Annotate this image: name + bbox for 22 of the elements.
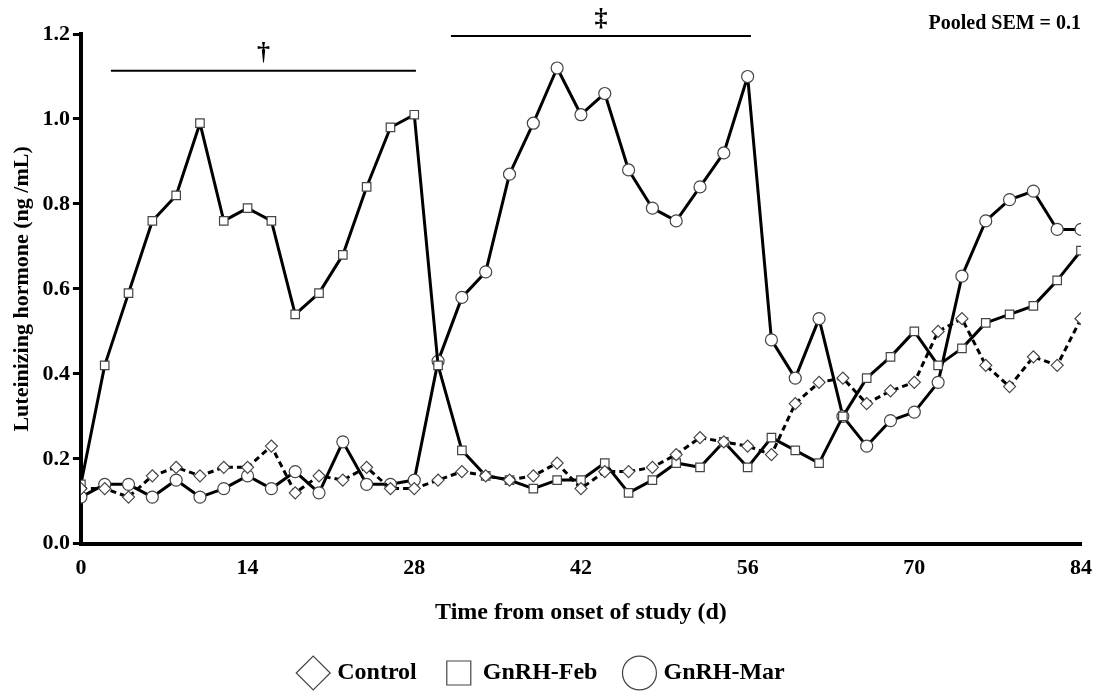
- y-tick-label: 0.6: [42, 274, 70, 300]
- y-tick-label: 1.0: [42, 104, 70, 130]
- y-tick-label: 1.2: [42, 19, 70, 45]
- x-tick-label: 42: [569, 553, 592, 579]
- y-tick-label: 0.8: [42, 189, 70, 215]
- x-tick-label: 14: [236, 553, 259, 579]
- y-tick-label: 0.0: [42, 529, 70, 555]
- x-axis-title: Time from onset of study (d): [435, 597, 727, 624]
- y-tick-label: 0.2: [42, 444, 70, 470]
- x-tick-label: 28: [403, 553, 426, 579]
- text: Pooled SEM = 0.1: [928, 11, 1081, 34]
- x-tick-label: 70: [903, 553, 926, 579]
- legend-label: GnRH-Feb: [482, 658, 598, 685]
- x-tick-label: 0: [75, 553, 87, 579]
- annotation: †: [256, 37, 270, 67]
- legend-label: GnRH-Mar: [663, 658, 786, 685]
- y-axis-title: Luteinizing hormone (ng /mL): [7, 146, 33, 432]
- y-tick-label: 0.4: [42, 359, 70, 385]
- legend-label: Control: [337, 658, 418, 685]
- x-tick-label: 84: [1070, 553, 1092, 579]
- text: ‡: [594, 2, 608, 32]
- x-tick-label: 56: [736, 553, 759, 579]
